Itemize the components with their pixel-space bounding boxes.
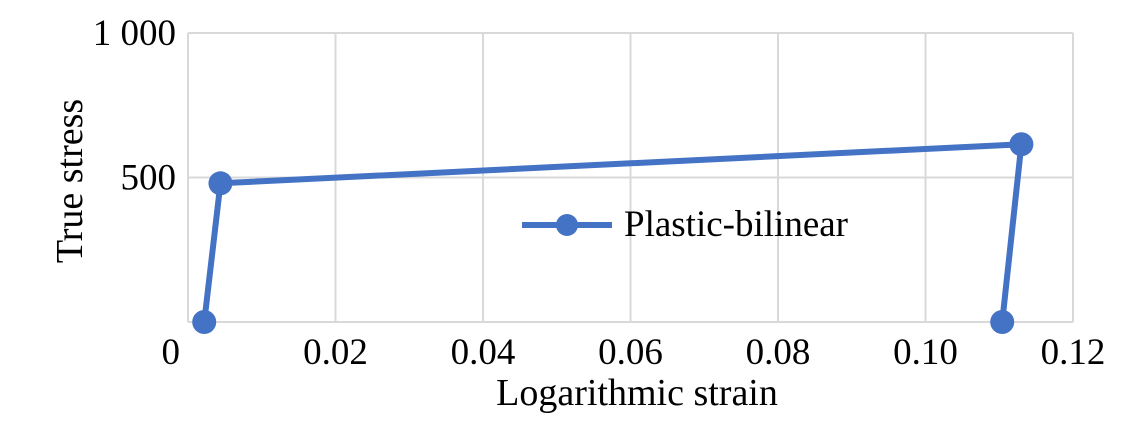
x-tick-label: 0.06 (598, 332, 663, 373)
x-tick-label: 0.04 (451, 332, 516, 373)
gridlines (187, 32, 1074, 322)
x-tick-label: 0 (162, 332, 181, 373)
legend-label: Plastic-bilinear (624, 204, 848, 245)
data-point-marker (990, 310, 1015, 334)
y-tick-label: 500 (121, 158, 177, 199)
x-tick-label: 0.12 (1041, 332, 1106, 373)
legend-marker-icon (556, 214, 578, 236)
legend: Plastic-bilinear (522, 204, 848, 245)
x-axis-title: Logarithmic strain (496, 372, 778, 414)
y-tick-label: 1 000 (93, 13, 176, 54)
data-point-marker (1009, 132, 1034, 157)
x-tick-label: 0.10 (893, 332, 958, 373)
series-line (201, 141, 1025, 323)
series-layer (192, 132, 1034, 334)
y-axis-title: True stress (49, 99, 91, 263)
data-point-marker (192, 310, 217, 334)
x-axis-ticks: 0 0.02 0.04 0.06 0.08 0.10 0.12 (162, 332, 1106, 373)
y-axis-ticks: 500 1 000 (93, 13, 176, 199)
data-point-marker (208, 171, 233, 196)
x-tick-label: 0.02 (303, 332, 368, 373)
x-tick-label: 0.08 (746, 332, 811, 373)
